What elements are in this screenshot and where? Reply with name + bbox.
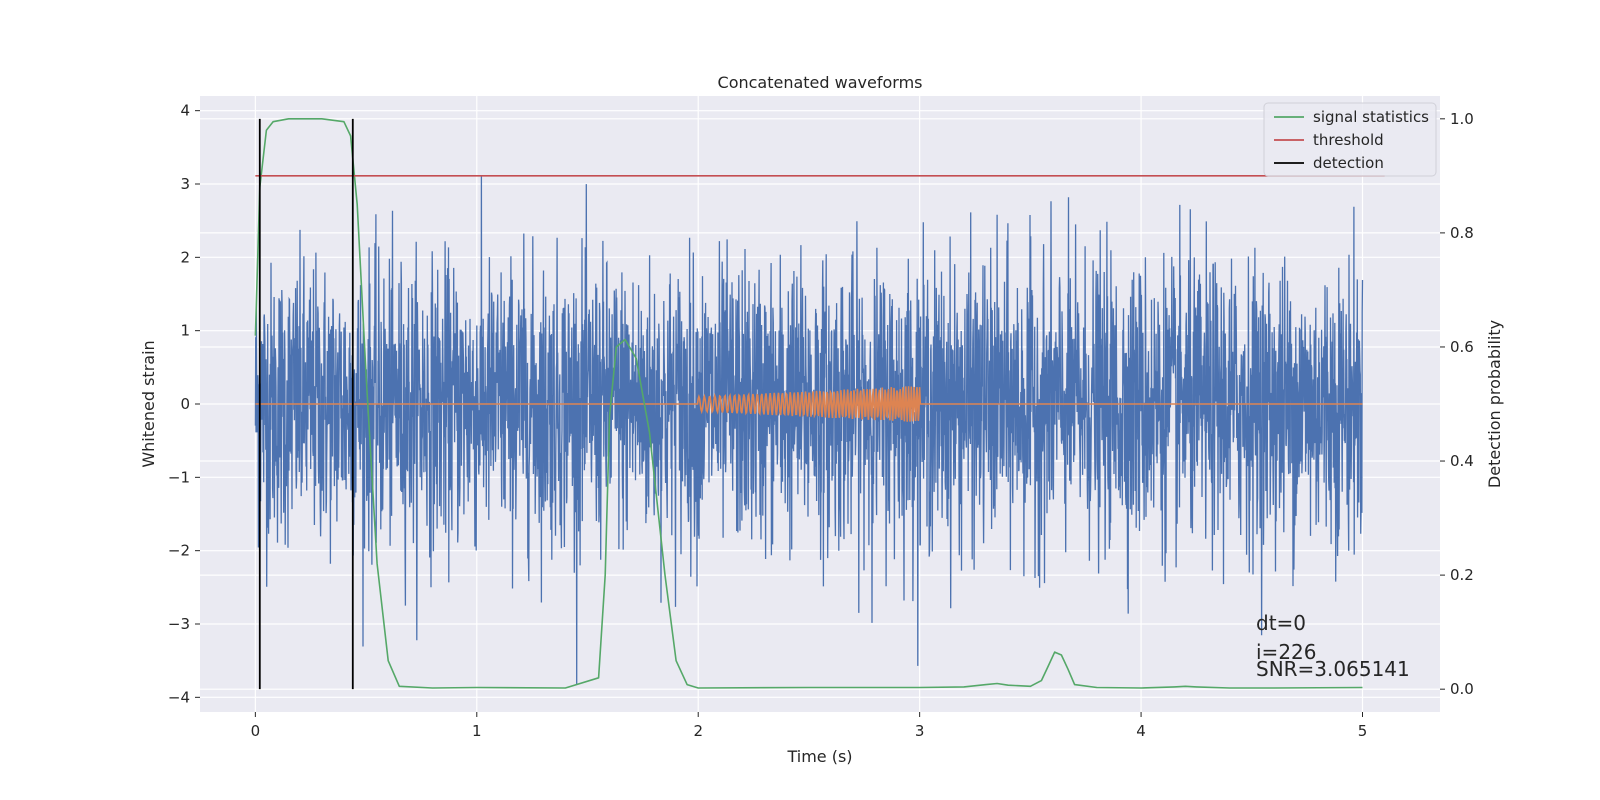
x-tick-label: 2	[693, 722, 703, 740]
overlay-series	[254, 118, 1385, 690]
legend-label: signal statistics	[1313, 108, 1429, 126]
signal-statistics-line	[254, 118, 1363, 689]
y-tick-label: −3	[168, 615, 190, 633]
y-tick-label: 0	[180, 395, 190, 413]
y-tick-label: −1	[168, 468, 190, 486]
chirp-line	[255, 386, 1363, 422]
chirp-series	[255, 386, 1363, 422]
x-tick-label: 5	[1358, 722, 1368, 740]
y-tick-label: −2	[168, 542, 190, 560]
y-tick-label: 3	[180, 175, 190, 193]
y-axis-label: Whitened strain	[139, 340, 158, 467]
annotation-text: i=226	[1256, 640, 1317, 664]
x-tick-label: 4	[1136, 722, 1146, 740]
noise-line	[254, 175, 1364, 685]
y-tick-label: −4	[168, 688, 190, 706]
legend-label: detection	[1313, 154, 1384, 172]
annotation-text: SNR=3.065141	[1256, 657, 1410, 681]
x-tick-label: 0	[251, 722, 261, 740]
chart-title: Concatenated waveforms	[718, 73, 923, 92]
legend-label: threshold	[1313, 131, 1384, 149]
y2-tick-label: 0.8	[1450, 224, 1474, 242]
y2-tick-label: 0.2	[1450, 566, 1474, 584]
axis-ticks: 0 1 2 3 4 5 −4 −3 −2 −1 0 1 2 3 4 0.0 0.2 0.4 0.6 0.8 1.0	[168, 102, 1474, 740]
y2-tick-label: 0.4	[1450, 452, 1474, 470]
y2-tick-label: 1.0	[1450, 110, 1474, 128]
legend-box	[1263, 102, 1437, 177]
x-tick-label: 3	[915, 722, 925, 740]
y2-tick-label: 0.6	[1450, 338, 1474, 356]
legend: signal statistics threshold detection	[1263, 102, 1437, 177]
x-axis-label: Time (s)	[786, 747, 852, 766]
x-tick-label: 1	[472, 722, 482, 740]
y2-tick-label: 0.0	[1450, 680, 1474, 698]
y2-axis-label: Detection probability	[1485, 320, 1504, 488]
annotation-text: dt=0	[1256, 611, 1306, 635]
y-tick-label: 1	[180, 322, 190, 340]
noise-series	[254, 175, 1364, 685]
y-tick-label: 4	[180, 102, 190, 120]
y-tick-label: 2	[180, 248, 190, 266]
